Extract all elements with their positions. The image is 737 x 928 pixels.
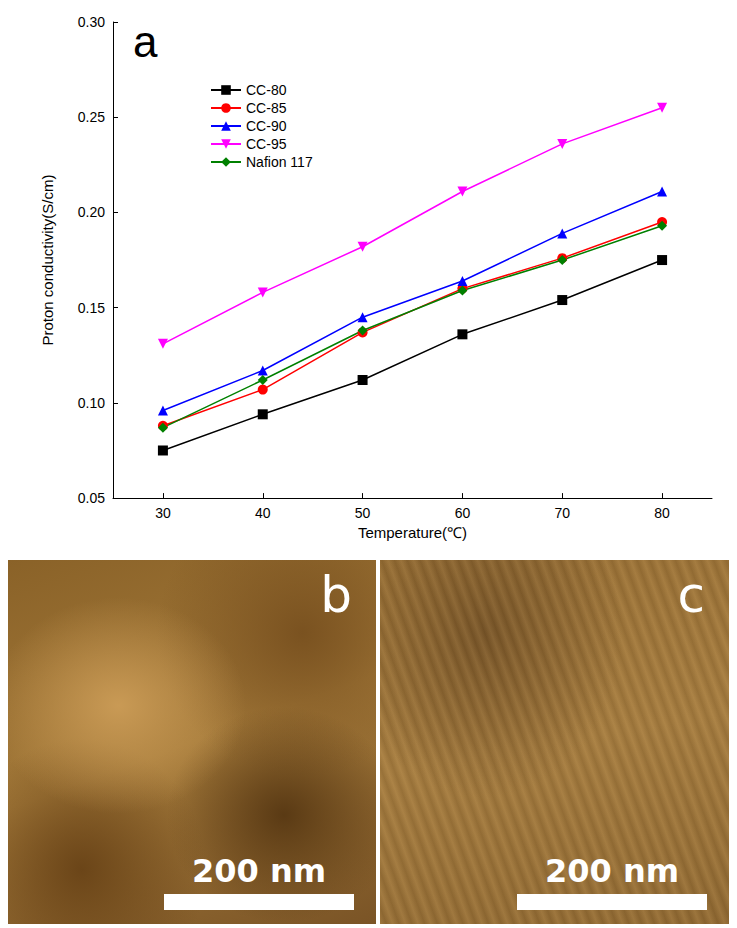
svg-text:Temperature(℃): Temperature(℃): [358, 524, 467, 541]
svg-text:0.20: 0.20: [78, 204, 105, 220]
svg-text:CC-85: CC-85: [246, 100, 287, 116]
html-text:200 nm: 200 nm: [545, 852, 679, 890]
svg-text:CC-95: CC-95: [246, 136, 287, 152]
svg-text:Nafion 117: Nafion 117: [246, 154, 313, 170]
svg-text:80: 80: [654, 505, 670, 521]
svg-text:CC-90: CC-90: [246, 118, 287, 134]
svg-text:0.05: 0.05: [78, 490, 105, 506]
svg-text:0.15: 0.15: [78, 300, 105, 316]
svg-text:Proton conductivity(S/cm): Proton conductivity(S/cm): [39, 175, 56, 346]
html-text:c: c: [677, 566, 705, 624]
svg-text:30: 30: [155, 505, 171, 521]
svg-text:a: a: [133, 17, 158, 66]
svg-text:40: 40: [255, 505, 271, 521]
svg-text:70: 70: [554, 505, 570, 521]
svg-text:0.25: 0.25: [78, 109, 105, 125]
svg-text:60: 60: [455, 505, 471, 521]
svg-text:0.10: 0.10: [78, 395, 105, 411]
svg-text:CC-80: CC-80: [246, 82, 287, 98]
svg-text:50: 50: [355, 505, 371, 521]
svg-text:0.30: 0.30: [78, 14, 105, 30]
html-text:b: b: [320, 566, 352, 624]
html-text:200 nm: 200 nm: [192, 852, 326, 890]
